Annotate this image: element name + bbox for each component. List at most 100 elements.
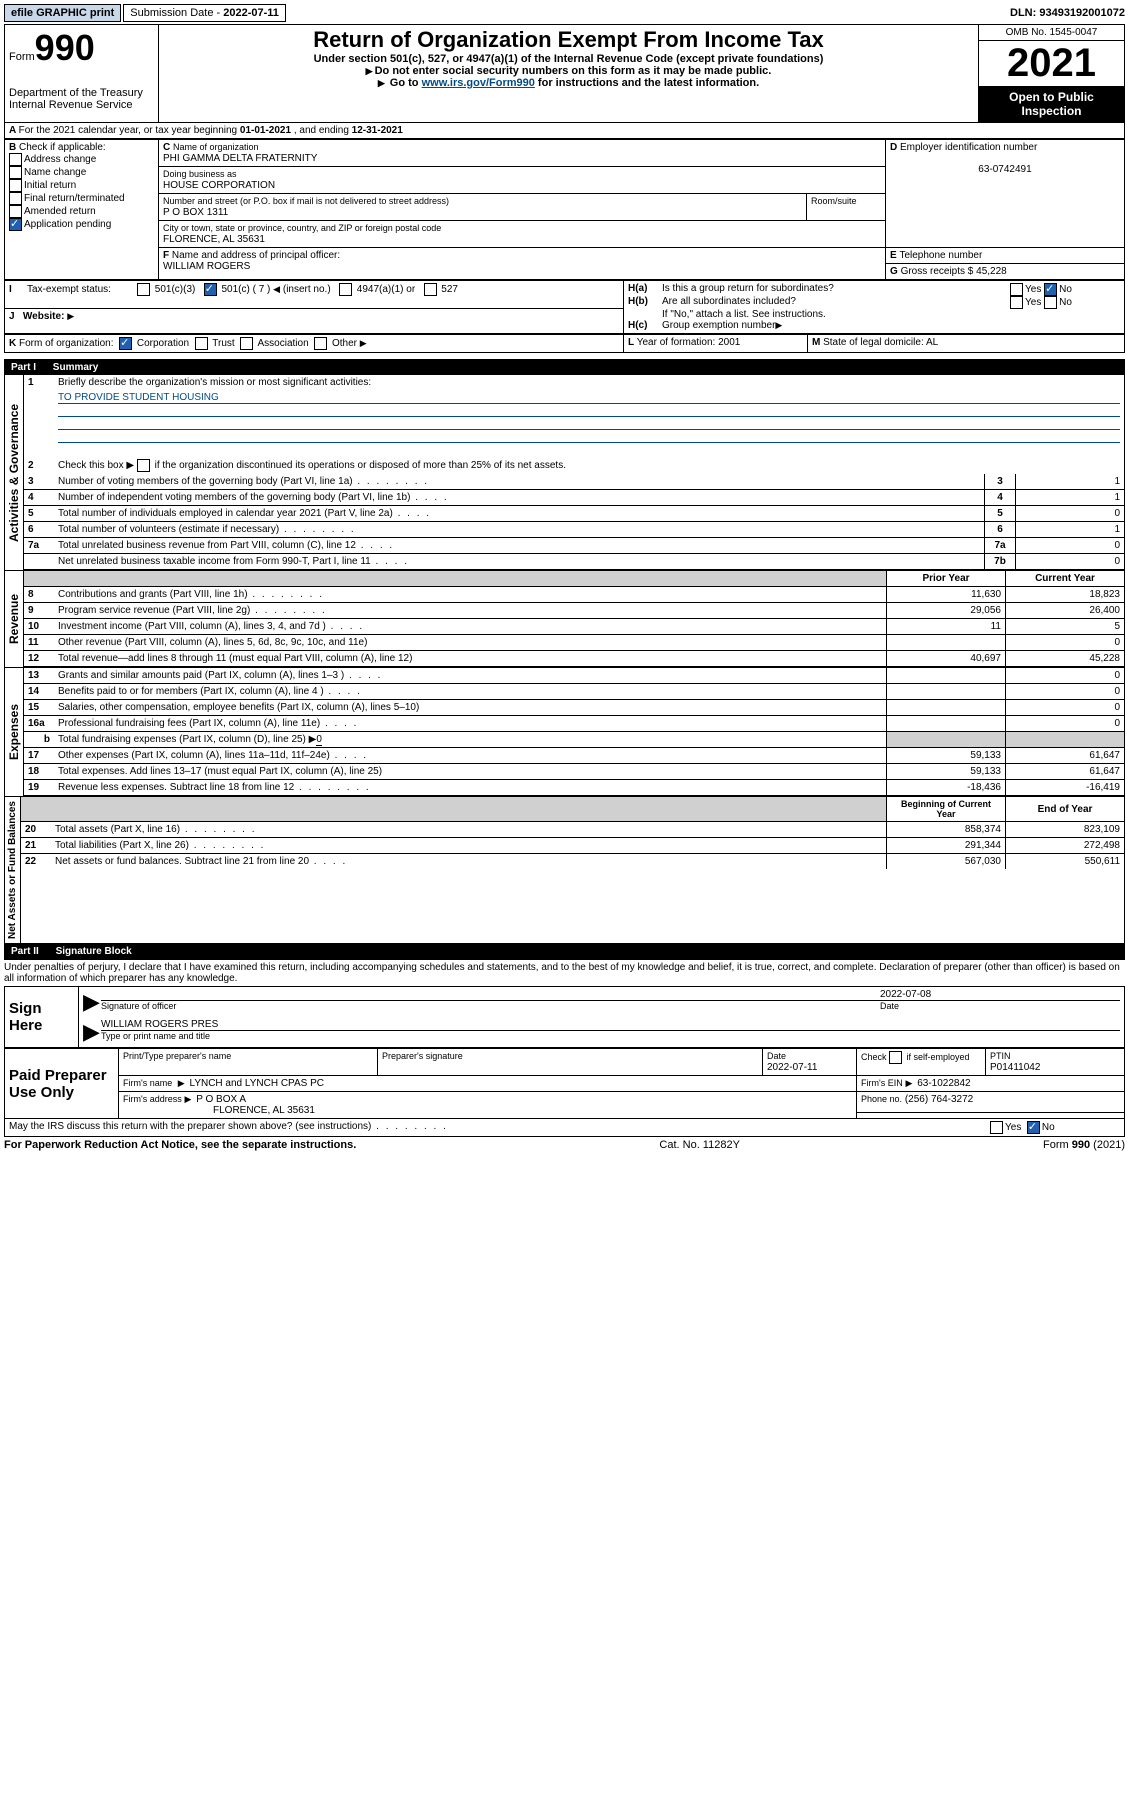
chk-4947[interactable] [339, 283, 352, 296]
col-b: B Check if applicable: Address change Na… [5, 140, 159, 280]
sign-here-block: Sign Here ▶ 2022-07-08 Signature of offi… [4, 986, 1125, 1048]
v7b: 0 [1016, 554, 1125, 570]
lbl-assoc: Association [258, 338, 309, 349]
part1-title: Summary [53, 362, 99, 373]
k-lbl: Form of organization: [19, 338, 114, 349]
chk-527[interactable] [424, 283, 437, 296]
chk-final[interactable] [9, 192, 22, 205]
lbl-trust: Trust [212, 338, 234, 349]
chk-l2[interactable] [137, 459, 150, 472]
city-val: FLORENCE, AL 35631 [163, 234, 265, 245]
form-title: Return of Organization Exempt From Incom… [163, 27, 974, 53]
chk-hb-yes[interactable] [1010, 296, 1023, 309]
chk-corp[interactable] [119, 337, 132, 350]
firm-name-lbl: Firm's name [123, 1078, 172, 1088]
entity-block: B Check if applicable: Address change Na… [4, 139, 1125, 280]
lbl-address: Address change [24, 154, 96, 165]
submission-label: Submission Date - [130, 7, 223, 19]
chk-initial[interactable] [9, 179, 22, 192]
note-link-pre: Go to [390, 77, 422, 89]
hdr-current: Current Year [1006, 571, 1125, 587]
tab-governance: Activities & Governance [5, 375, 23, 570]
chk-namechg[interactable] [9, 166, 22, 179]
chk-address[interactable] [9, 153, 22, 166]
l-val: 2001 [718, 337, 740, 348]
prep-name-lbl: Print/Type preparer's name [123, 1051, 231, 1061]
self-emp: Check if self-employed [861, 1052, 970, 1062]
disc-yes: Yes [1005, 1122, 1021, 1133]
l16a: Professional fundraising fees (Part IX, … [58, 718, 358, 729]
l1-lbl: Briefly describe the organization's miss… [54, 375, 1124, 390]
tab-netassets: Net Assets or Fund Balances [5, 797, 20, 943]
lbl-501c: 501(c) ( 7 ) [221, 284, 270, 295]
part1-header: Part I Summary [5, 360, 1124, 375]
l1-val: TO PROVIDE STUDENT HOUSING [58, 392, 1120, 404]
year-cell: OMB No. 1545-0047 2021 Open to Public In… [979, 25, 1125, 123]
lbl-other: Other [332, 338, 357, 349]
chk-501c[interactable] [204, 283, 217, 296]
omb-number: OMB No. 1545-0047 [979, 25, 1124, 41]
dln-box: DLN: 93493192001072 [1010, 7, 1125, 19]
tax-year: 2021 [979, 41, 1124, 86]
street-lbl: Number and street (or P.O. box if mail i… [163, 196, 449, 206]
part2-title: Signature Block [56, 946, 132, 957]
firm-addr2: FLORENCE, AL 35631 [123, 1105, 315, 1116]
l8: Contributions and grants (Part VIII, lin… [58, 589, 324, 600]
chk-disc-yes[interactable] [990, 1121, 1003, 1134]
col-d: D Employer identification number 63-0742… [886, 140, 1125, 248]
ey22: 550,611 [1006, 854, 1125, 870]
l15: Salaries, other compensation, employee b… [58, 702, 419, 713]
sig-officer-lbl: Signature of officer [101, 1001, 880, 1011]
l2-post: if the organization discontinued its ope… [152, 460, 566, 471]
v5: 0 [1016, 506, 1125, 522]
form-id-cell: Form990 Department of the Treasury Inter… [5, 25, 159, 123]
py16a [887, 716, 1006, 732]
efile-button[interactable]: efile GRAPHIC print [4, 4, 121, 22]
l7a: Total unrelated business revenue from Pa… [58, 540, 394, 551]
tab-expenses: Expenses [5, 668, 23, 796]
chk-other[interactable] [314, 337, 327, 350]
l2-pre: Check this box ▶ [58, 460, 134, 471]
sign-here-lbl: Sign Here [5, 987, 79, 1048]
py9: 29,056 [887, 603, 1006, 619]
chk-ha-no[interactable] [1044, 283, 1057, 296]
py10: 11 [887, 619, 1006, 635]
chk-assoc[interactable] [240, 337, 253, 350]
v4: 1 [1016, 490, 1125, 506]
hb-note: If "No," attach a list. See instructions… [628, 309, 1120, 320]
lbl-527: 527 [441, 284, 458, 295]
instructions-link[interactable]: www.irs.gov/Form990 [422, 77, 535, 89]
typed-lbl: Type or print name and title [101, 1030, 1120, 1041]
b-label: Check if applicable: [19, 142, 106, 153]
hb-yes: Yes [1025, 297, 1041, 308]
dept-label: Department of the Treasury Internal Reve… [9, 87, 154, 111]
l6: Total number of volunteers (estimate if … [58, 524, 356, 535]
l18: Total expenses. Add lines 13–17 (must eq… [58, 766, 382, 777]
chk-selfemp[interactable] [889, 1051, 902, 1064]
title-cell: Return of Organization Exempt From Incom… [159, 25, 979, 123]
officer-name: WILLIAM ROGERS [163, 261, 250, 272]
sig-date: 2022-07-08 [880, 989, 1120, 1000]
chk-pending[interactable] [9, 218, 22, 231]
py13 [887, 668, 1006, 684]
chk-501c3[interactable] [137, 283, 150, 296]
disc-no: No [1042, 1122, 1055, 1133]
prep-date: 2022-07-11 [767, 1062, 817, 1073]
ey20: 823,109 [1006, 822, 1125, 838]
py15 [887, 700, 1006, 716]
chk-disc-no[interactable] [1027, 1121, 1040, 1134]
v3: 1 [1016, 474, 1125, 490]
line-a: A For the 2021 calendar year, or tax yea… [4, 123, 1125, 139]
chk-hb-no[interactable] [1044, 296, 1057, 309]
col-e: E Telephone number [886, 248, 1125, 264]
page-footer: For Paperwork Reduction Act Notice, see … [4, 1139, 1125, 1151]
chk-trust[interactable] [195, 337, 208, 350]
ein-val: 63-0742491 [890, 164, 1120, 175]
form-subtitle: Under section 501(c), 527, or 4947(a)(1)… [163, 53, 974, 65]
l17: Other expenses (Part IX, column (A), lin… [58, 750, 368, 761]
org-name: PHI GAMMA DELTA FRATERNITY [163, 153, 317, 164]
line-a-mid: , and ending [294, 125, 352, 136]
phone-lbl: Phone no. [861, 1094, 902, 1104]
chk-ha-yes[interactable] [1010, 283, 1023, 296]
cy14: 0 [1006, 684, 1125, 700]
